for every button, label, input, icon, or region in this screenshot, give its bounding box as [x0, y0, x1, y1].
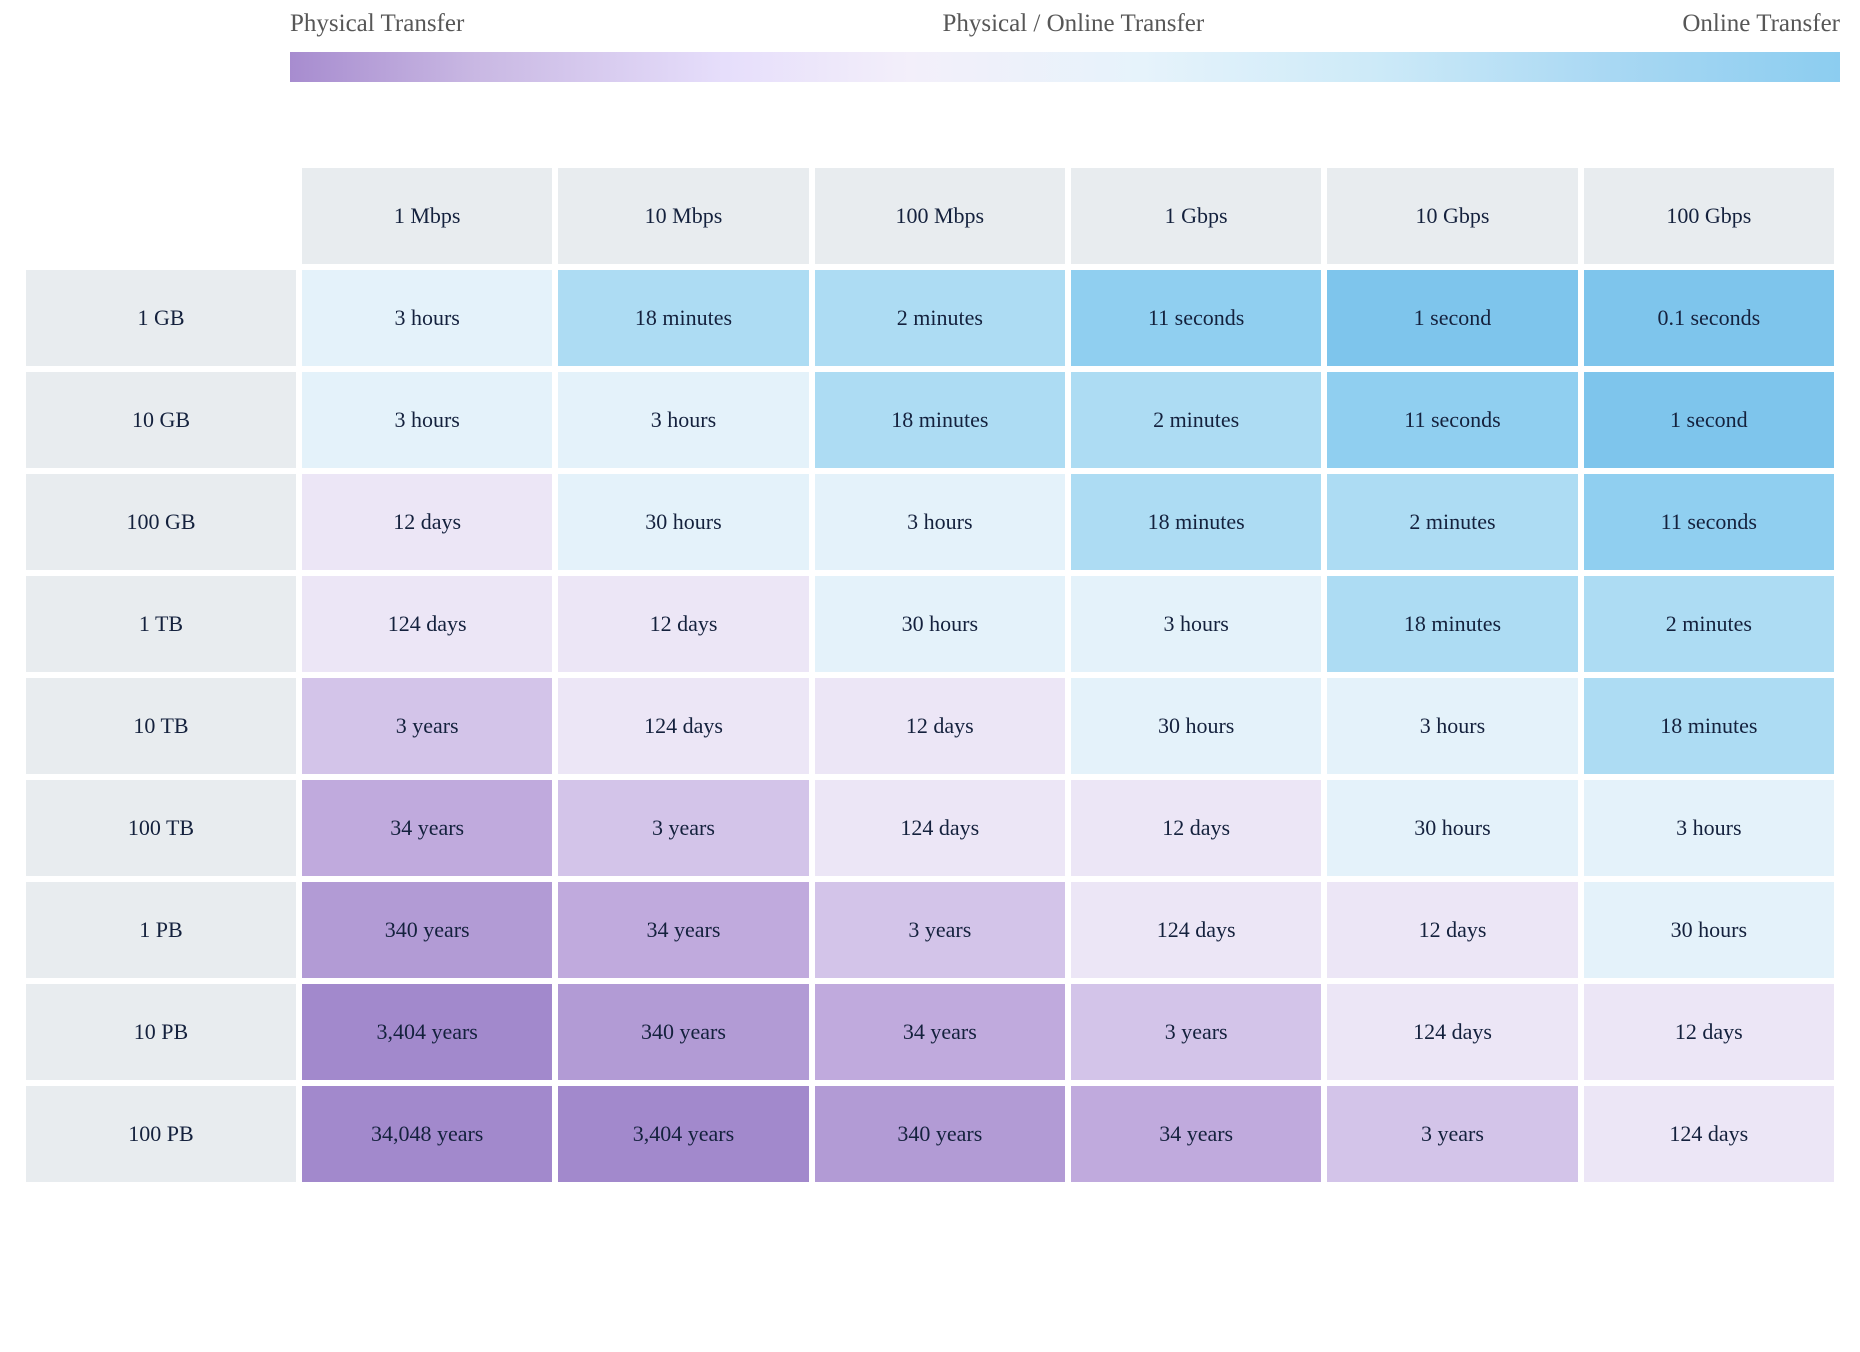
gradient-row [20, 52, 1840, 82]
data-cell: 340 years [302, 882, 552, 978]
data-cell: 2 minutes [815, 270, 1065, 366]
transfer-table: 1 Mbps10 Mbps100 Mbps1 Gbps10 Gbps100 Gb… [20, 162, 1840, 1188]
table-row: 1 TB124 days12 days30 hours3 hours18 min… [26, 576, 1834, 672]
data-cell: 2 minutes [1584, 576, 1834, 672]
legend-center: Physical / Online Transfer [942, 10, 1204, 38]
table-row: 100 GB12 days30 hours3 hours18 minutes2 … [26, 474, 1834, 570]
data-cell: 124 days [558, 678, 808, 774]
corner-cell [26, 168, 296, 264]
table-row: 10 GB3 hours3 hours18 minutes2 minutes11… [26, 372, 1834, 468]
data-cell: 30 hours [815, 576, 1065, 672]
data-cell: 34,048 years [302, 1086, 552, 1182]
data-cell: 3 hours [302, 372, 552, 468]
row-header: 10 GB [26, 372, 296, 468]
data-cell: 3,404 years [302, 984, 552, 1080]
data-cell: 124 days [1071, 882, 1321, 978]
table-row: 1 PB340 years34 years3 years124 days12 d… [26, 882, 1834, 978]
legend-spacer [20, 10, 290, 38]
data-cell: 11 seconds [1584, 474, 1834, 570]
data-cell: 3 hours [1327, 678, 1577, 774]
data-cell: 1 second [1327, 270, 1577, 366]
data-cell: 30 hours [558, 474, 808, 570]
column-header: 100 Mbps [815, 168, 1065, 264]
data-cell: 124 days [302, 576, 552, 672]
row-header: 10 PB [26, 984, 296, 1080]
data-cell: 34 years [302, 780, 552, 876]
data-cell: 34 years [815, 984, 1065, 1080]
data-cell: 3 years [302, 678, 552, 774]
data-cell: 12 days [1584, 984, 1834, 1080]
row-header: 10 TB [26, 678, 296, 774]
data-cell: 340 years [815, 1086, 1065, 1182]
data-cell: 18 minutes [815, 372, 1065, 468]
data-cell: 3 years [1327, 1086, 1577, 1182]
data-cell: 0.1 seconds [1584, 270, 1834, 366]
data-cell: 3 years [558, 780, 808, 876]
transfer-time-chart: Physical Transfer Physical / Online Tran… [0, 0, 1860, 1228]
data-cell: 18 minutes [1071, 474, 1321, 570]
table-row: 10 PB3,404 years340 years34 years3 years… [26, 984, 1834, 1080]
column-header: 100 Gbps [1584, 168, 1834, 264]
row-header: 100 TB [26, 780, 296, 876]
data-cell: 3 years [1071, 984, 1321, 1080]
data-cell: 3,404 years [558, 1086, 808, 1182]
data-cell: 12 days [815, 678, 1065, 774]
column-header: 10 Gbps [1327, 168, 1577, 264]
column-header: 10 Mbps [558, 168, 808, 264]
data-cell: 3 hours [302, 270, 552, 366]
data-cell: 124 days [815, 780, 1065, 876]
data-cell: 1 second [1584, 372, 1834, 468]
data-cell: 3 years [815, 882, 1065, 978]
data-cell: 3 hours [815, 474, 1065, 570]
legend-labels: Physical Transfer Physical / Online Tran… [290, 10, 1840, 38]
legend-row: Physical Transfer Physical / Online Tran… [20, 10, 1840, 38]
data-cell: 18 minutes [558, 270, 808, 366]
data-cell: 12 days [1071, 780, 1321, 876]
data-cell: 3 hours [1071, 576, 1321, 672]
row-header: 100 GB [26, 474, 296, 570]
data-cell: 12 days [1327, 882, 1577, 978]
data-cell: 124 days [1584, 1086, 1834, 1182]
gradient-bar [290, 52, 1840, 82]
data-cell: 12 days [302, 474, 552, 570]
row-header: 1 PB [26, 882, 296, 978]
data-cell: 11 seconds [1327, 372, 1577, 468]
data-cell: 34 years [558, 882, 808, 978]
data-cell: 30 hours [1327, 780, 1577, 876]
table-row: 100 PB34,048 years3,404 years340 years34… [26, 1086, 1834, 1182]
data-cell: 34 years [1071, 1086, 1321, 1182]
legend-right: Online Transfer [1682, 10, 1840, 38]
table-row: 10 TB3 years124 days12 days30 hours3 hou… [26, 678, 1834, 774]
data-cell: 18 minutes [1584, 678, 1834, 774]
data-cell: 3 hours [1584, 780, 1834, 876]
row-header: 100 PB [26, 1086, 296, 1182]
data-cell: 30 hours [1584, 882, 1834, 978]
data-cell: 2 minutes [1327, 474, 1577, 570]
row-header: 1 TB [26, 576, 296, 672]
data-cell: 3 hours [558, 372, 808, 468]
data-cell: 340 years [558, 984, 808, 1080]
gradient-spacer [20, 52, 290, 82]
data-cell: 124 days [1327, 984, 1577, 1080]
data-cell: 18 minutes [1327, 576, 1577, 672]
data-cell: 2 minutes [1071, 372, 1321, 468]
column-header: 1 Gbps [1071, 168, 1321, 264]
column-header: 1 Mbps [302, 168, 552, 264]
table-row: 100 TB34 years3 years124 days12 days30 h… [26, 780, 1834, 876]
column-header-row: 1 Mbps10 Mbps100 Mbps1 Gbps10 Gbps100 Gb… [26, 168, 1834, 264]
row-header: 1 GB [26, 270, 296, 366]
data-cell: 11 seconds [1071, 270, 1321, 366]
data-cell: 30 hours [1071, 678, 1321, 774]
data-cell: 12 days [558, 576, 808, 672]
table-row: 1 GB3 hours18 minutes2 minutes11 seconds… [26, 270, 1834, 366]
legend-left: Physical Transfer [290, 10, 464, 38]
